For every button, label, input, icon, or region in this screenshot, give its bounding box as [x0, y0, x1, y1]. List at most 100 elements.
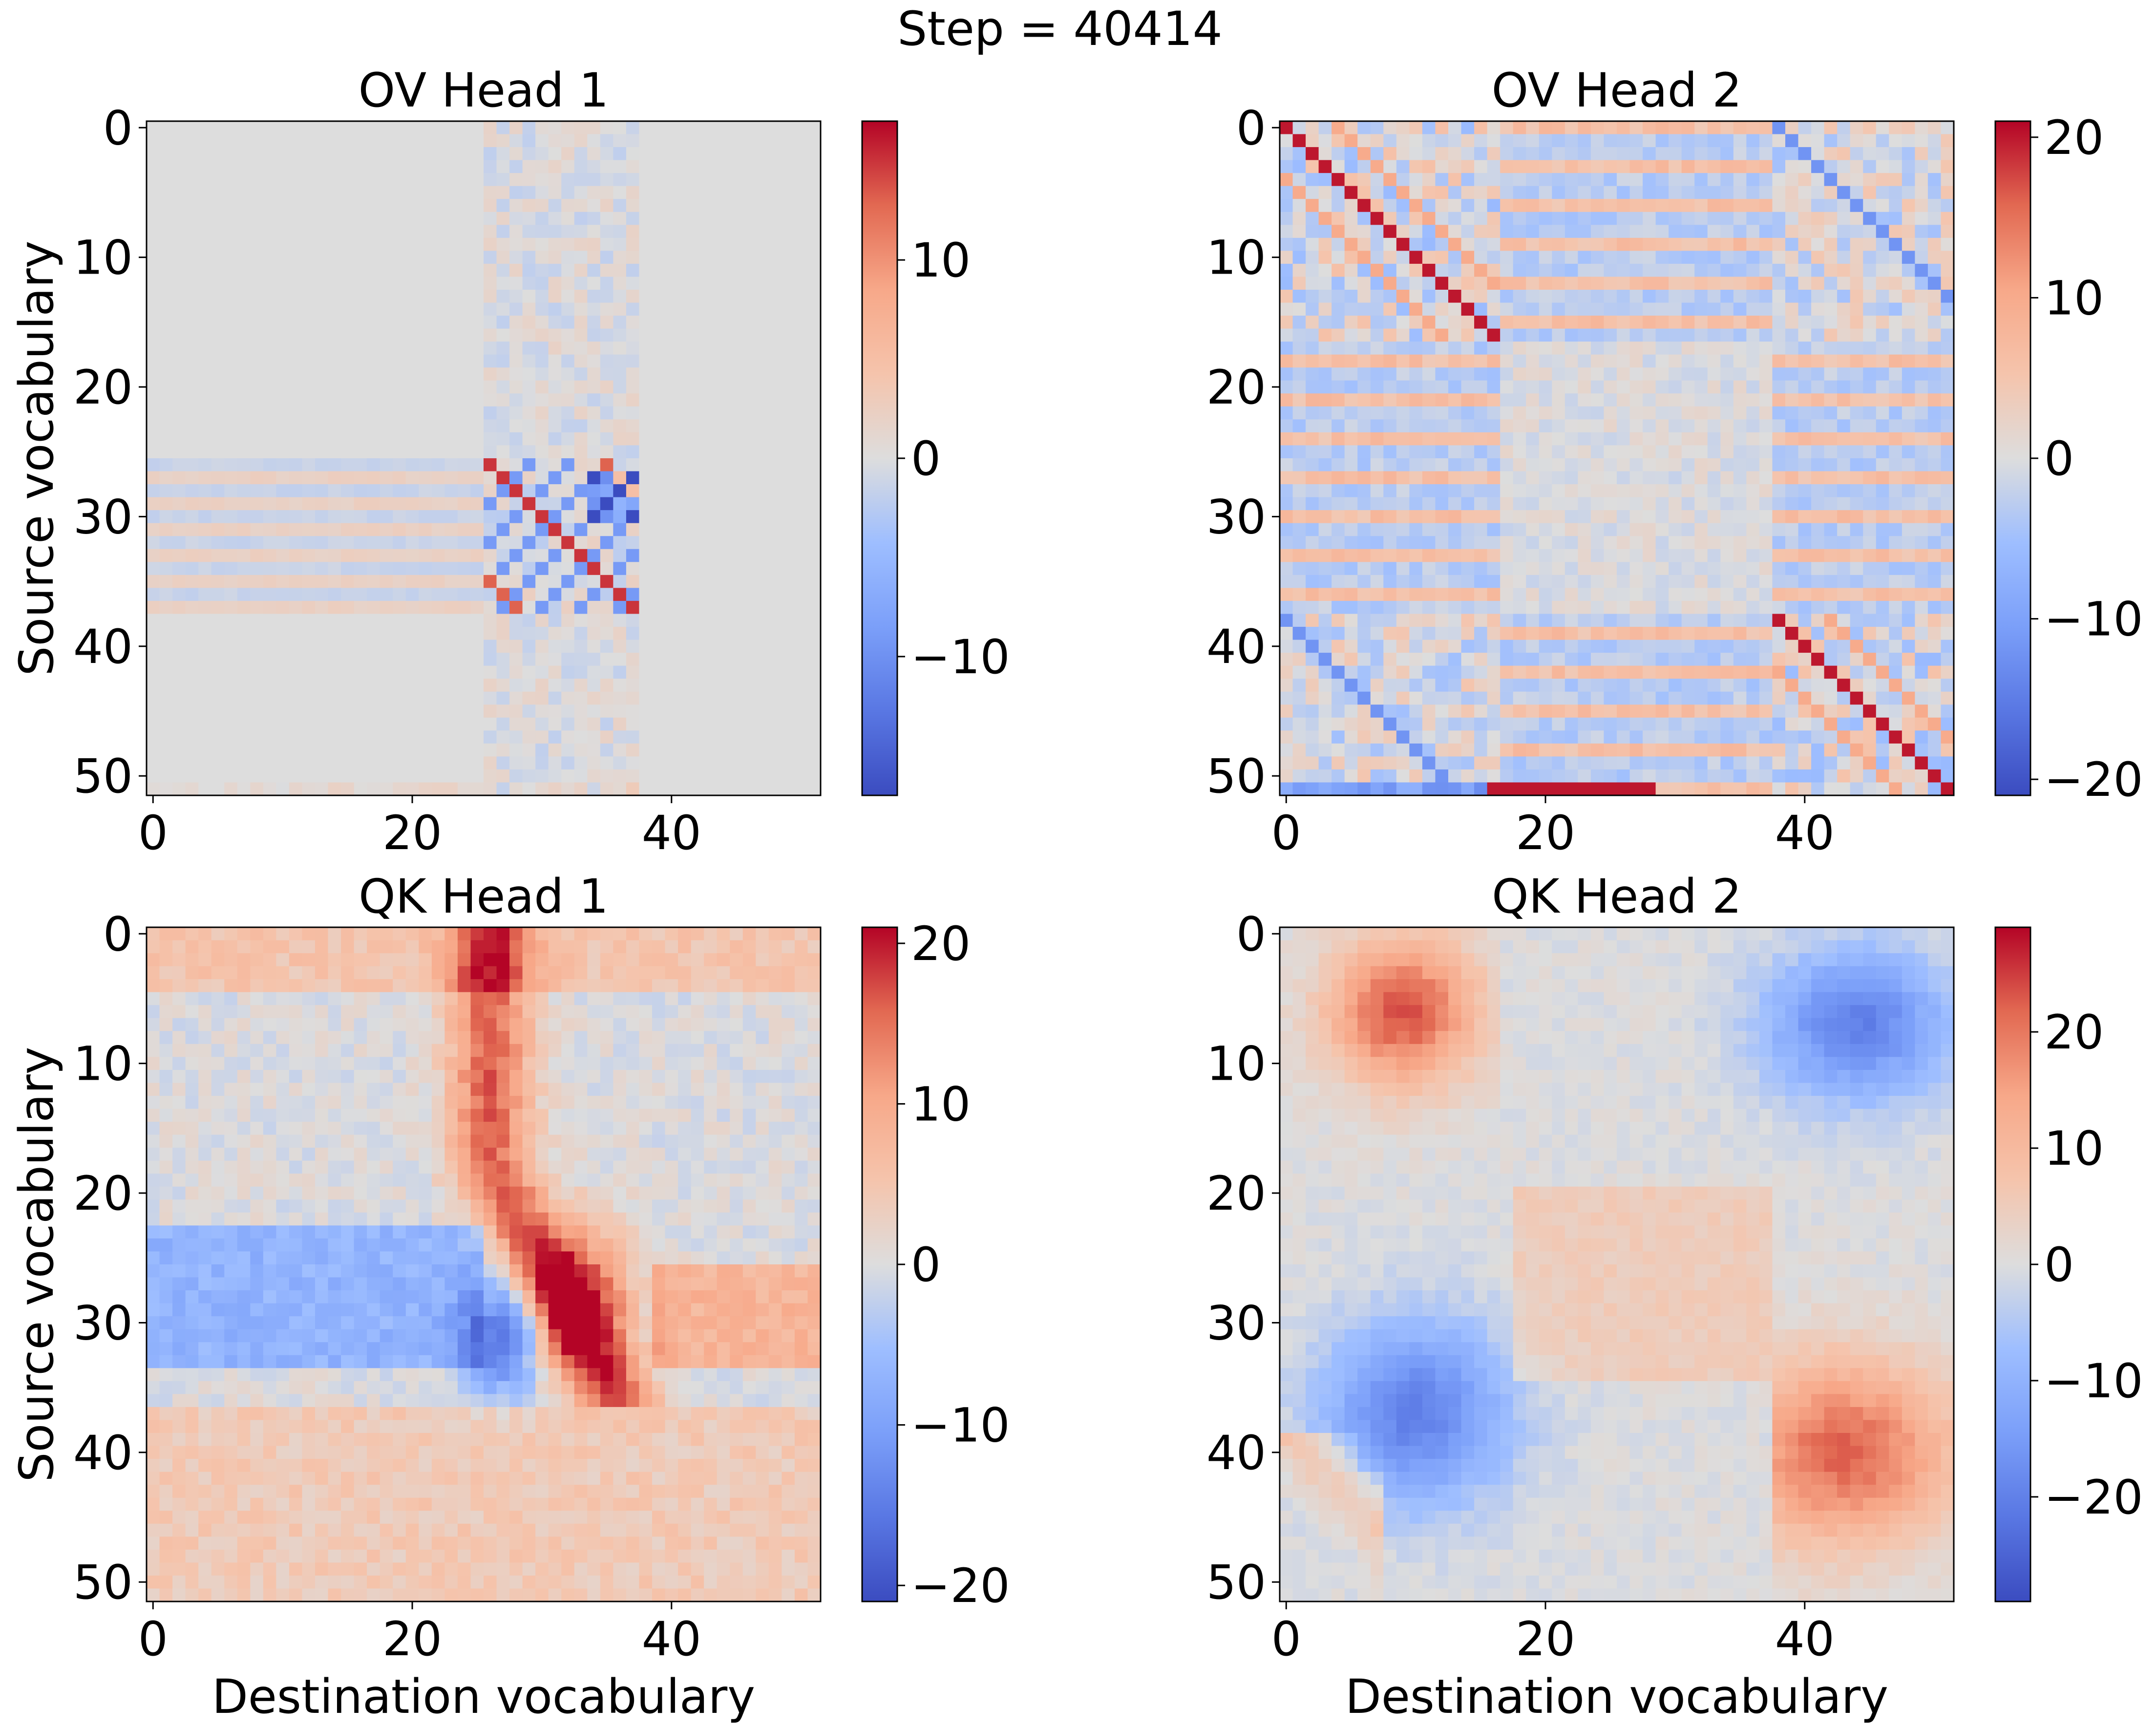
- heatmap-cell: [509, 406, 523, 420]
- heatmap-cell: [1474, 302, 1488, 316]
- heatmap-cell: [289, 199, 303, 213]
- heatmap-cell: [768, 562, 782, 576]
- heatmap-cell: [1927, 471, 1942, 485]
- heatmap-cell: [1409, 186, 1423, 199]
- heatmap-cell: [405, 549, 419, 562]
- heatmap-cell: [211, 263, 225, 277]
- heatmap-cell: [522, 419, 536, 433]
- heatmap-cell: [1927, 523, 1942, 536]
- heatmap-cell: [1409, 588, 1423, 601]
- heatmap-cell: [1604, 653, 1617, 666]
- heatmap-cell: [1824, 562, 1838, 576]
- heatmap-cell: [1396, 186, 1410, 199]
- heatmap-cell: [1500, 471, 1514, 485]
- heatmap-cell: [289, 134, 303, 148]
- heatmap-cell: [1655, 225, 1669, 238]
- heatmap-cell: [1590, 600, 1605, 615]
- heatmap-cell: [509, 782, 523, 796]
- heatmap-cell: [1474, 679, 1488, 692]
- heatmap-cell: [1318, 653, 1332, 666]
- heatmap-cell: [691, 237, 704, 251]
- heatmap-cell: [289, 756, 303, 770]
- heatmap-cell: [393, 134, 406, 148]
- heatmap-cell: [211, 497, 225, 511]
- heatmap-cell: [405, 510, 419, 524]
- heatmap-cell: [1513, 536, 1526, 550]
- heatmap-cell: [159, 328, 173, 342]
- heatmap-cell: [159, 588, 173, 601]
- heatmap-cell: [380, 782, 393, 796]
- heatmap-cell: [289, 743, 303, 757]
- heatmap-cell: [794, 691, 808, 705]
- heatmap-cell: [1396, 173, 1410, 187]
- heatmap-cell: [419, 691, 432, 705]
- heatmap-cell: [1927, 367, 1942, 381]
- heatmap-cell: [1383, 225, 1397, 238]
- heatmap-cell: [263, 199, 276, 213]
- heatmap-cell: [535, 160, 549, 173]
- heatmap-cell: [302, 367, 316, 381]
- heatmap-cell: [717, 406, 730, 420]
- heatmap-cell: [1733, 523, 1747, 536]
- heatmap-cell: [419, 251, 432, 264]
- heatmap-cell: [147, 263, 160, 277]
- heatmap-cell: [1915, 134, 1928, 148]
- heatmap-cell: [419, 743, 432, 757]
- heatmap-cell: [1941, 600, 1954, 615]
- heatmap-cell: [678, 458, 692, 472]
- heatmap-cell: [730, 342, 743, 355]
- heatmap-cell: [484, 354, 497, 368]
- heatmap-cell: [587, 523, 601, 536]
- heatmap-cell: [756, 653, 769, 666]
- heatmap-cell: [1915, 497, 1928, 511]
- heatmap-cell: [419, 328, 432, 342]
- heatmap-cell: [1461, 484, 1475, 498]
- heatmap-cell: [639, 277, 653, 290]
- heatmap-cell: [1539, 212, 1552, 225]
- heatmap-cell: [794, 704, 808, 718]
- heatmap-cell: [224, 704, 238, 718]
- heatmap-cell: [1539, 367, 1552, 381]
- heatmap-cell: [768, 665, 782, 679]
- heatmap-cell: [600, 406, 613, 420]
- heatmap-cell: [678, 173, 692, 187]
- heatmap-cell: [613, 588, 627, 601]
- heatmap-cell: [1487, 432, 1501, 446]
- heatmap-cell: [522, 665, 536, 679]
- heatmap-cell: [198, 588, 212, 601]
- heatmap-cell: [1941, 134, 1954, 148]
- heatmap-cell: [1396, 251, 1410, 264]
- heatmap-cell: [341, 328, 355, 342]
- heatmap-cell: [1448, 147, 1462, 161]
- heatmap-cell: [1332, 432, 1345, 446]
- heatmap-cell: [1357, 237, 1371, 251]
- heatmap-cell: [328, 704, 341, 718]
- heatmap-cell: [1681, 380, 1695, 394]
- heatmap-cell: [354, 199, 367, 213]
- heatmap-cell: [639, 665, 653, 679]
- heatmap-cell: [237, 237, 251, 251]
- heatmap-cell: [807, 328, 821, 342]
- heatmap-cell: [1590, 627, 1605, 640]
- heatmap-cell: [289, 484, 303, 498]
- heatmap-cell: [535, 199, 549, 213]
- heatmap-cell: [302, 251, 316, 264]
- heatmap-cell: [574, 302, 588, 316]
- heatmap-cell: [522, 367, 536, 381]
- heatmap-cell: [380, 549, 393, 562]
- heatmap-cell: [1409, 614, 1423, 627]
- heatmap-cell: [159, 679, 173, 692]
- heatmap-cell: [1474, 588, 1488, 601]
- heatmap-cell: [1850, 121, 1863, 135]
- heatmap-cell: [1422, 549, 1436, 562]
- heatmap-cell: [1720, 302, 1734, 316]
- heatmap-cell: [794, 782, 808, 796]
- heatmap-cell: [742, 432, 756, 446]
- heatmap-cell: [1617, 497, 1630, 511]
- heatmap-cell: [704, 419, 718, 433]
- heatmap-cell: [1629, 121, 1643, 135]
- heatmap-cell: [1669, 419, 1682, 433]
- heatmap-cell: [484, 627, 497, 640]
- heatmap-cell: [665, 302, 678, 316]
- heatmap-cell: [807, 730, 821, 744]
